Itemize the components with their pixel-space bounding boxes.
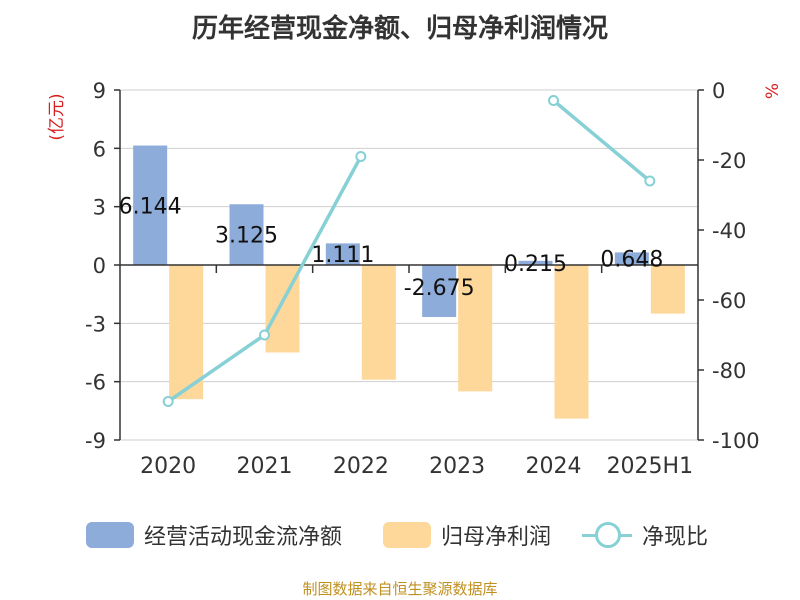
source-note: 制图数据来自恒生聚源数据库 (302, 580, 498, 598)
bar-cashflow (133, 145, 168, 265)
right-tick-label: -40 (712, 219, 746, 243)
right-axis-title: % (763, 83, 783, 99)
legend: 经营活动现金流净额 归母净利润 净现比 (0, 515, 800, 555)
bar-cashflow (325, 243, 360, 265)
bar-net-profit (650, 265, 685, 314)
bars (133, 145, 685, 419)
right-tick-label: -60 (712, 289, 746, 313)
category-label: 2020 (140, 454, 196, 479)
bar-net-profit (458, 265, 493, 392)
data-labels: 6.144 3.125 1.111 -2.675 0.215 0.648 (119, 194, 664, 301)
axes: 9 6 3 0 -3 -6 -9 0 -20 -40 -60 -80 -100 2020 2021 2022 2… (47, 79, 783, 479)
right-tick-label: -100 (712, 429, 760, 453)
ratio-point (548, 95, 559, 106)
data-label-cashflow: 0.215 (504, 252, 567, 277)
bar-net-profit (361, 265, 396, 380)
left-tick-label: 6 (93, 137, 106, 161)
chart-title: 历年经营现金净额、归母净利润情况 (191, 14, 608, 44)
bar-cashflow (229, 204, 264, 265)
right-tick-label: 0 (712, 79, 725, 103)
data-label-cashflow: 1.111 (311, 243, 374, 268)
legend-swatch-net-profit (383, 522, 431, 548)
category-label: 2024 (526, 454, 582, 479)
category-label: 2021 (237, 454, 293, 479)
data-label-cashflow: 3.125 (215, 224, 278, 249)
left-tick-label: -3 (85, 312, 106, 336)
ratio-point (259, 329, 270, 341)
left-tick-label: 3 (93, 196, 106, 220)
category-label: 2022 (333, 454, 389, 479)
ratio-point (644, 175, 656, 187)
bar-cashflow (422, 265, 457, 318)
right-tick-label: -20 (712, 149, 746, 173)
legend-item-ratio: 净现比 (582, 515, 708, 555)
legend-item-cashflow: 经营活动现金流净额 (86, 515, 342, 555)
data-label-cashflow: 0.648 (600, 248, 663, 273)
ratio-line-segment (552, 99, 651, 183)
left-tick-label: 9 (93, 79, 106, 103)
left-axis-title: (亿元) (47, 93, 67, 140)
bar-net-profit (169, 265, 204, 400)
legend-label-ratio: 净现比 (642, 525, 709, 550)
left-tick-label: -9 (85, 429, 106, 453)
left-tick-label: 0 (93, 254, 106, 278)
legend-label-cashflow: 经营活动现金流净额 (144, 525, 343, 550)
bar-cashflow (614, 252, 649, 265)
bar-net-profit (554, 265, 589, 419)
legend-marker-ratio (582, 522, 632, 548)
ratio-point (162, 396, 174, 407)
data-label-cashflow: 6.144 (119, 194, 182, 219)
legend-label-net-profit: 归母净利润 (441, 525, 552, 550)
ratio-line (162, 95, 656, 407)
category-label: 2023 (429, 454, 485, 479)
left-tick-label: -6 (85, 371, 106, 395)
data-label-cashflow: -2.675 (404, 276, 475, 301)
category-label: 2025H1 (607, 454, 694, 479)
right-tick-label: -80 (712, 359, 746, 383)
ratio-point (355, 151, 367, 162)
legend-swatch-cashflow (86, 522, 134, 548)
legend-item-net-profit: 归母净利润 (383, 515, 551, 555)
bar-cashflow (518, 260, 553, 265)
